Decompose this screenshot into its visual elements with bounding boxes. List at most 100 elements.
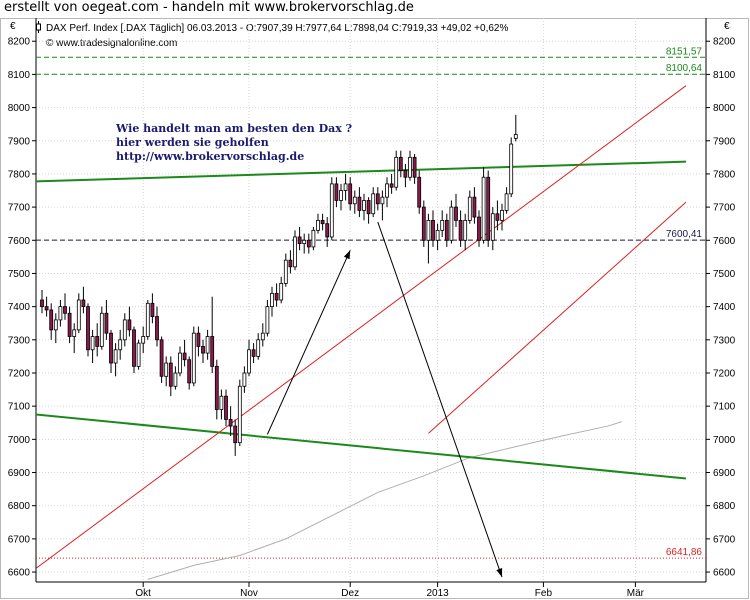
candle-body	[58, 306, 63, 321]
arrow-line	[266, 250, 351, 435]
candle	[431, 210, 435, 247]
candle-body	[449, 206, 454, 241]
candle-body	[164, 362, 169, 377]
candle-body	[440, 219, 445, 231]
candle	[467, 190, 472, 224]
candle-body	[380, 196, 385, 205]
candle	[242, 366, 247, 393]
candle-body	[329, 183, 334, 238]
candle-body	[302, 239, 307, 244]
candle	[44, 296, 49, 317]
page-title: erstellt von oegeat.com - handeln mit ww…	[4, 0, 414, 15]
candle	[343, 173, 348, 201]
candle	[449, 200, 454, 244]
candlesticks	[40, 114, 518, 456]
candle-body	[210, 336, 215, 367]
candle	[458, 210, 463, 247]
candle	[168, 356, 173, 397]
candle	[454, 193, 458, 228]
candle-body	[270, 292, 274, 308]
candle	[132, 326, 136, 373]
candle	[352, 190, 357, 214]
candle-body	[398, 156, 403, 172]
candle	[67, 306, 72, 344]
candle	[398, 150, 403, 178]
candle	[58, 300, 63, 327]
candle	[76, 293, 81, 334]
candle	[375, 187, 380, 211]
candle-body	[205, 336, 210, 354]
y-tick-label-right: 7000	[713, 435, 736, 446]
candle-body	[141, 336, 146, 344]
candle	[325, 217, 330, 247]
x-tick-label: Nov	[240, 588, 258, 599]
y-tick-label-right: 7600	[713, 236, 736, 247]
candle-body	[178, 352, 182, 374]
candle-body	[182, 352, 187, 361]
candle	[297, 227, 302, 251]
candle	[486, 170, 491, 247]
candle	[53, 313, 58, 344]
y-tick-label-left: 6800	[8, 501, 31, 512]
candle	[283, 253, 288, 287]
moving-average	[147, 421, 622, 580]
candle	[150, 293, 155, 324]
candle	[214, 359, 219, 420]
candle-body	[104, 312, 109, 334]
candle-body	[486, 176, 491, 241]
candle-body	[306, 239, 311, 248]
x-tick-label: Dez	[341, 588, 359, 599]
candle-body	[274, 292, 279, 301]
x-tick-label: Feb	[535, 588, 553, 599]
candle-body	[196, 332, 201, 347]
candle-body	[76, 299, 81, 331]
arrows	[266, 221, 503, 578]
candle-body	[237, 385, 242, 444]
candle-body	[297, 236, 302, 245]
candle	[403, 163, 408, 188]
candle	[394, 150, 399, 191]
candle-body	[421, 206, 426, 241]
candle-body	[63, 306, 67, 314]
candle	[495, 200, 500, 231]
x-tick-label: 2013	[426, 588, 449, 599]
y-tick-label-left: 7600	[8, 236, 31, 247]
y-tick-label-right: 6800	[713, 501, 736, 512]
candle-body	[191, 332, 196, 384]
trendline	[36, 85, 687, 570]
candle-body	[357, 196, 362, 211]
candle-body	[283, 259, 288, 284]
candle	[233, 419, 238, 456]
candle-body	[481, 176, 486, 241]
candle	[201, 339, 205, 364]
candle-body	[99, 312, 104, 347]
y-tick-label-right: 7300	[713, 335, 736, 346]
y-tick-label-right: 7900	[713, 136, 736, 147]
annotation-line-2: hier werden sie geholfen	[116, 136, 269, 149]
candle	[109, 329, 113, 373]
candle	[334, 177, 339, 208]
candle	[86, 303, 90, 357]
candle-body	[426, 219, 431, 241]
candle	[348, 177, 353, 211]
candle-body	[375, 193, 380, 205]
y-tick-label-right: 7400	[713, 302, 736, 313]
level-label: 7600,41	[666, 229, 703, 240]
candle-body	[311, 229, 316, 248]
y-tick-label-left: 7100	[8, 402, 31, 413]
candle-body	[256, 339, 261, 357]
candle-body	[490, 213, 495, 241]
y-tick-label-right: 7700	[713, 203, 736, 214]
candle-body	[168, 362, 173, 387]
candle	[279, 276, 284, 304]
candle	[412, 154, 417, 184]
level-label: 8100,64	[666, 63, 703, 74]
candle-body	[72, 329, 77, 337]
candle-body	[49, 309, 54, 331]
axes: 6600 6600 6700 6700 6800 6800 6900 6900 7000 7000…	[8, 18, 736, 599]
candle	[159, 336, 164, 383]
currency-label-right: €	[724, 21, 730, 32]
x-tick-label: Mär	[627, 588, 645, 599]
candle	[371, 187, 376, 218]
candle-body	[150, 302, 155, 317]
